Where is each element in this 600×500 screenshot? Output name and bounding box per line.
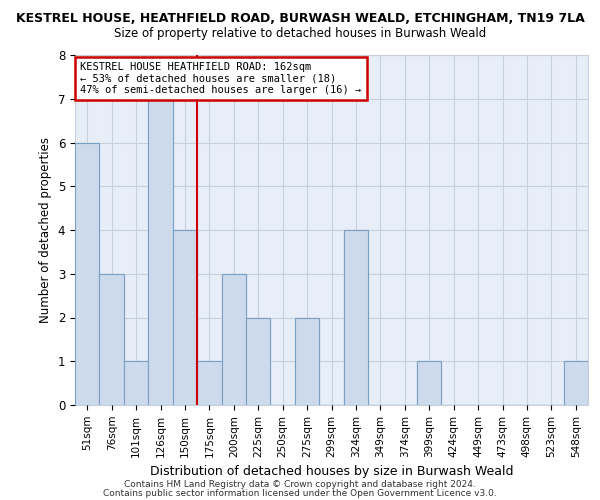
Y-axis label: Number of detached properties: Number of detached properties — [39, 137, 52, 323]
Bar — [295, 318, 319, 405]
Bar — [197, 361, 221, 405]
Bar — [148, 99, 173, 405]
Bar — [563, 361, 588, 405]
Bar — [173, 230, 197, 405]
Text: Size of property relative to detached houses in Burwash Weald: Size of property relative to detached ho… — [114, 28, 486, 40]
Text: KESTREL HOUSE HEATHFIELD ROAD: 162sqm
← 53% of detached houses are smaller (18)
: KESTREL HOUSE HEATHFIELD ROAD: 162sqm ← … — [80, 62, 361, 95]
Bar — [221, 274, 246, 405]
Text: Contains public sector information licensed under the Open Government Licence v3: Contains public sector information licen… — [103, 488, 497, 498]
Bar — [124, 361, 148, 405]
Bar — [344, 230, 368, 405]
Bar — [75, 142, 100, 405]
Bar — [417, 361, 442, 405]
Text: Contains HM Land Registry data © Crown copyright and database right 2024.: Contains HM Land Registry data © Crown c… — [124, 480, 476, 489]
Bar — [148, 99, 173, 405]
Bar — [221, 274, 246, 405]
Bar — [75, 142, 100, 405]
Bar — [563, 361, 588, 405]
Bar — [197, 361, 221, 405]
Bar — [417, 361, 442, 405]
Bar — [344, 230, 368, 405]
Bar — [100, 274, 124, 405]
Bar — [246, 318, 271, 405]
Bar — [124, 361, 148, 405]
Bar — [295, 318, 319, 405]
Bar — [246, 318, 271, 405]
Text: KESTREL HOUSE, HEATHFIELD ROAD, BURWASH WEALD, ETCHINGHAM, TN19 7LA: KESTREL HOUSE, HEATHFIELD ROAD, BURWASH … — [16, 12, 584, 26]
Bar — [100, 274, 124, 405]
Bar — [173, 230, 197, 405]
X-axis label: Distribution of detached houses by size in Burwash Weald: Distribution of detached houses by size … — [150, 465, 513, 478]
